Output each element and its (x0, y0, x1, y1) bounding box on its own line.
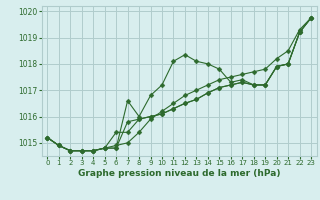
X-axis label: Graphe pression niveau de la mer (hPa): Graphe pression niveau de la mer (hPa) (78, 169, 280, 178)
